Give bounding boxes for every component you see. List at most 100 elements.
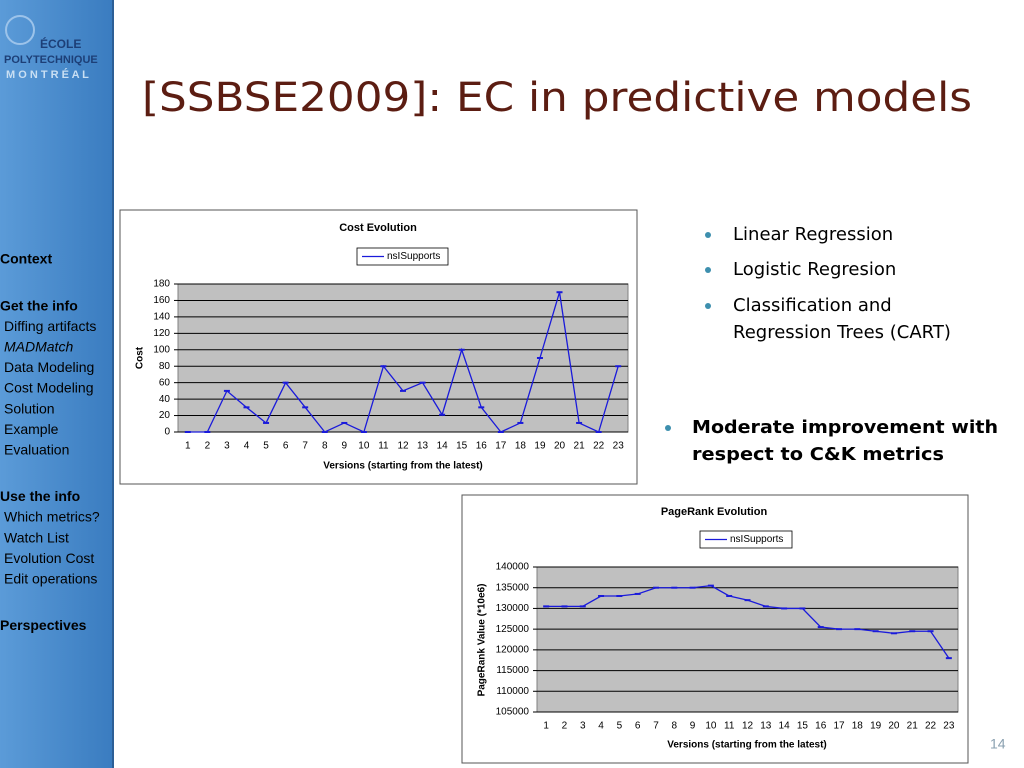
y-tick-label: 120000 (496, 644, 530, 655)
x-tick-label: 9 (690, 721, 696, 732)
x-tick-label: 18 (515, 441, 527, 452)
x-tick-label: 8 (672, 721, 678, 732)
x-tick-label: 2 (205, 441, 211, 452)
logo-text: POLYTECHNIQUE (4, 54, 98, 66)
y-axis-label: Cost (135, 346, 146, 369)
nav-item: MADMatch (4, 339, 73, 355)
x-tick-label: 7 (302, 441, 308, 452)
legend-label: nsISupports (387, 251, 440, 262)
nav-item: Watch List (4, 529, 69, 545)
nav-item: Data Modeling (4, 359, 94, 375)
x-tick-label: 17 (495, 441, 507, 452)
x-tick-label: 19 (870, 721, 882, 732)
x-tick-label: 14 (779, 721, 791, 732)
x-tick-label: 3 (224, 441, 230, 452)
y-tick-label: 40 (159, 394, 171, 405)
x-tick-label: 6 (635, 721, 641, 732)
page-number: 14 (990, 736, 1006, 752)
x-tick-label: 6 (283, 441, 289, 452)
legend-label: nsISupports (730, 534, 783, 545)
x-tick-label: 11 (378, 441, 389, 452)
nav-heading: Get the info (0, 297, 78, 313)
bullet-text: Classification and Regression Trees (CART… (733, 295, 951, 343)
x-tick-label: 1 (543, 721, 549, 732)
x-tick-label: 13 (417, 441, 429, 452)
bullet-dot (705, 232, 711, 238)
bullet-line: Regression Trees (CART) (733, 322, 951, 343)
x-tick-label: 15 (797, 721, 809, 732)
bullet-text: Logistic Regresion (733, 259, 896, 280)
plot-area (177, 283, 629, 433)
y-tick-label: 20 (159, 410, 171, 421)
x-tick-label: 8 (322, 441, 328, 452)
bullet-line: Classification and (733, 295, 892, 316)
y-tick-label: 125000 (496, 624, 530, 635)
legend-box (356, 247, 449, 266)
x-tick-label: 23 (943, 721, 955, 732)
nav-item: Example (4, 421, 59, 437)
chart-title: PageRank Evolution (661, 506, 768, 518)
x-tick-label: 2 (562, 721, 568, 732)
nav-item: Which metrics? (4, 509, 100, 525)
x-tick-label: 12 (397, 441, 409, 452)
x-tick-label: 4 (598, 721, 604, 732)
y-tick-label: 130000 (496, 603, 530, 614)
y-axis-label: PageRank Value (*10e6) (477, 584, 488, 697)
x-tick-label: 18 (852, 721, 864, 732)
x-tick-label: 20 (888, 721, 900, 732)
nav-heading: Use the info (0, 488, 80, 504)
x-axis-label: Versions (starting from the latest) (323, 461, 482, 472)
x-tick-label: 10 (358, 441, 370, 452)
x-tick-label: 13 (760, 721, 772, 732)
bullet-text: Linear Regression (733, 224, 893, 245)
nav-item: Evaluation (4, 442, 69, 458)
x-tick-label: 17 (833, 721, 845, 732)
nav-heading: Perspectives (0, 617, 87, 633)
bullet-dot (705, 267, 711, 273)
highlight-text: Moderate improvement with respect to C&K … (692, 417, 998, 465)
x-tick-label: 5 (617, 721, 623, 732)
highlight-line: Moderate improvement with (692, 417, 998, 438)
x-tick-label: 22 (925, 721, 937, 732)
x-tick-label: 12 (742, 721, 754, 732)
bullet-dot (665, 425, 671, 431)
nav-item: Cost Modeling (4, 380, 94, 396)
y-tick-label: 120 (153, 328, 170, 339)
y-tick-label: 180 (153, 279, 170, 290)
y-tick-label: 105000 (496, 707, 530, 718)
x-tick-label: 3 (580, 721, 586, 732)
y-tick-label: 60 (159, 377, 171, 388)
highlight-line: respect to C&K metrics (692, 444, 944, 465)
logo-emblem (5, 15, 35, 45)
x-tick-label: 23 (613, 441, 625, 452)
x-tick-label: 11 (724, 721, 735, 732)
x-tick-label: 14 (437, 441, 449, 452)
y-tick-label: 115000 (496, 665, 529, 676)
x-tick-label: 21 (574, 441, 586, 452)
y-tick-label: 140 (153, 312, 170, 323)
nav-item: Evolution Cost (4, 550, 94, 566)
x-axis-label: Versions (starting from the latest) (667, 740, 826, 751)
y-tick-label: 110000 (496, 686, 529, 697)
x-tick-label: 15 (456, 441, 468, 452)
sidebar (0, 0, 113, 768)
x-tick-label: 16 (815, 721, 827, 732)
logo-text: M O N T R É A L (6, 68, 89, 81)
x-tick-label: 21 (907, 721, 919, 732)
x-tick-label: 22 (593, 441, 605, 452)
x-tick-label: 16 (476, 441, 488, 452)
y-tick-label: 100 (153, 344, 170, 355)
slide-title: [SSBSE2009]: EC in predictive models (142, 75, 972, 121)
x-tick-label: 19 (534, 441, 546, 452)
y-tick-label: 80 (159, 361, 171, 372)
y-tick-label: 0 (164, 427, 170, 438)
plot-area (536, 566, 959, 713)
y-tick-label: 140000 (496, 562, 530, 573)
chart-title: Cost Evolution (339, 222, 417, 234)
nav-item: Diffing artifacts (4, 318, 96, 334)
legend-box (699, 530, 793, 549)
nav-item: Edit operations (4, 571, 97, 587)
x-tick-label: 7 (653, 721, 659, 732)
x-tick-label: 5 (263, 441, 269, 452)
